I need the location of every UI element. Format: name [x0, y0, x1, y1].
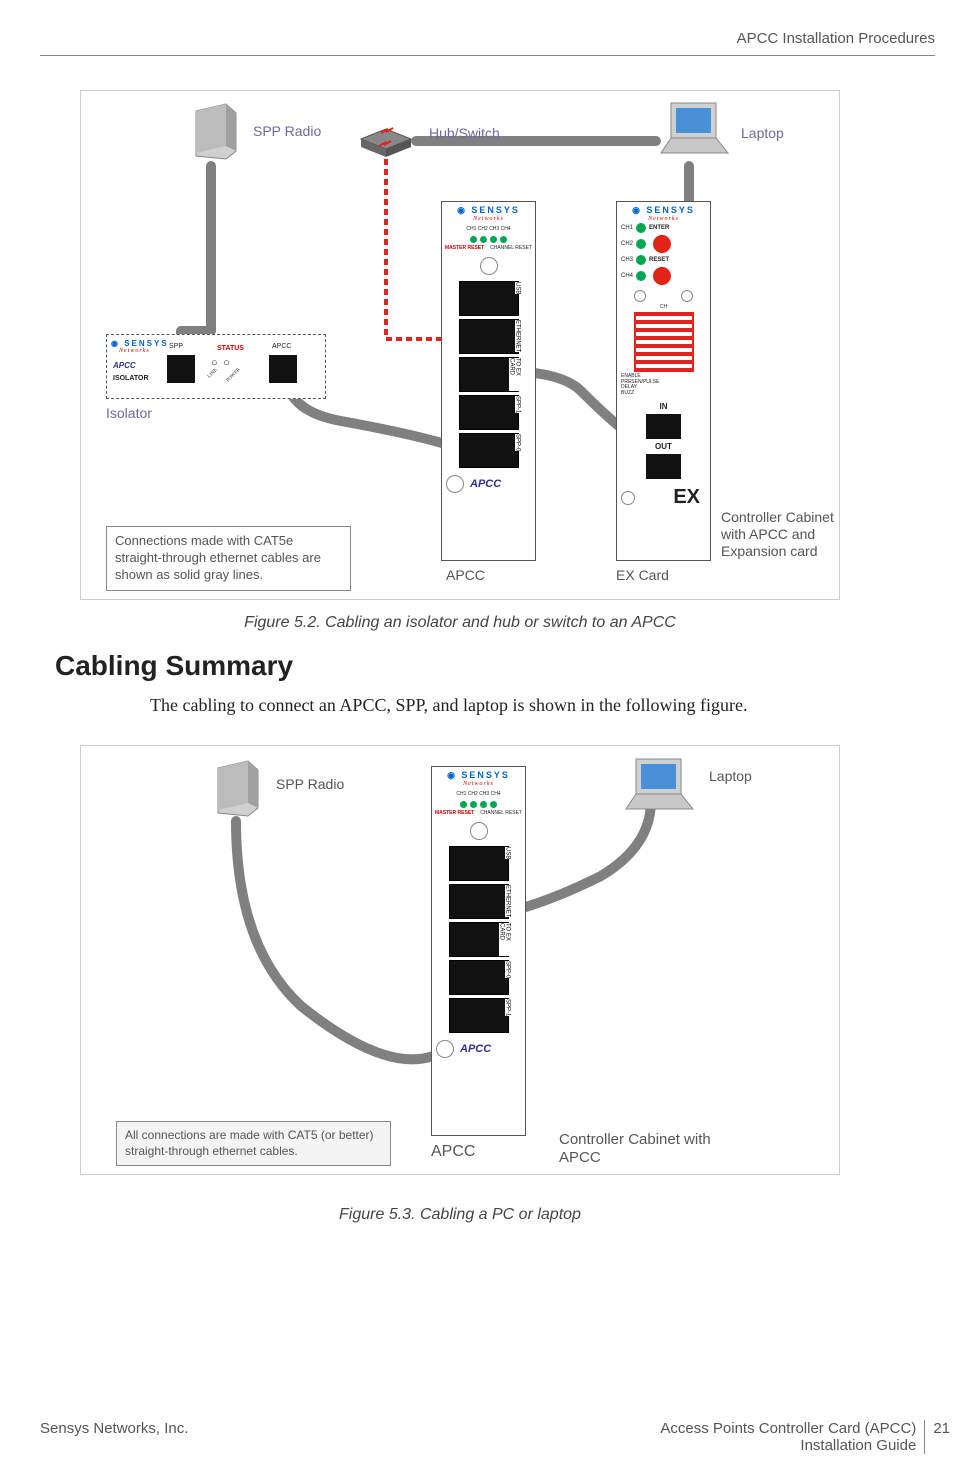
ex-out-label: OUT [617, 442, 710, 451]
apcc2-hole-bottom [436, 1040, 454, 1058]
apcc-hole-top [480, 257, 498, 275]
apcc2-leds [432, 801, 525, 808]
sensys-text: SENSYS [124, 339, 168, 348]
apcc-card: ◉ SENSYS Networks CH1 CH2 CH3 CH4 MASTER… [441, 201, 536, 561]
controller-label-fig1: Controller Cabinet with APCC and Expansi… [721, 509, 836, 559]
iso-status-label: STATUS [217, 345, 244, 352]
channel-reset-2: CHANNEL RESET [480, 810, 522, 816]
apcc2-hole-top [470, 822, 488, 840]
iso-spp-label: SPP [169, 343, 183, 350]
section-heading: Cabling Summary [55, 650, 293, 682]
laptop-label: Laptop [741, 125, 784, 141]
ex-text-block: ENABLE PRESEN/PULSE DELAY BUZZ [617, 374, 710, 396]
figure-5-2: SPP Radio Hub/Switch Laptop ◉ SENSYS Net… [80, 90, 840, 600]
iso-link-label: LINK [207, 368, 219, 380]
apcc-port-usb: USB [459, 281, 519, 316]
spp-label-fig2: SPP Radio [276, 776, 344, 792]
apcc2-card-label: APCC [460, 1043, 491, 1055]
ex-ch2-row: CH2 [617, 234, 710, 254]
iso-power-label: POWER [226, 368, 242, 384]
laptop-label-fig2: Laptop [709, 768, 752, 784]
footer-doc-title: Access Points Controller Card (APCC) Ins… [660, 1420, 925, 1454]
apcc-leds [442, 236, 535, 243]
apcc-port-ethernet: ETHERNET [459, 319, 519, 354]
channel-reset: CHANNEL RESET [490, 245, 532, 251]
controller-label-fig2: Controller Cabinet with APCC [559, 1131, 739, 1167]
apcc-card-fig2: ◉ SENSYS Networks CH1 CH2 CH3 CH4 MASTER… [431, 766, 526, 1136]
page-header: APCC Installation Procedures [737, 30, 935, 47]
apcc-below-label-fig2: APCC [431, 1143, 475, 1161]
ex-in-label: IN [617, 402, 710, 411]
footer-company: Sensys Networks, Inc. [40, 1420, 188, 1437]
iso-isolator-text: ISOLATOR [113, 375, 149, 382]
body-paragraph: The cabling to connect an APCC, SPP, and… [150, 695, 935, 716]
ex-card: ◉ SENSYS Networks CH1ENTER CH2 CH3RESET … [616, 201, 711, 561]
master-reset-2: MASTER RESET [435, 810, 474, 816]
ex-ch4-row: CH4 [617, 266, 710, 286]
apcc2-port-ethernet: ETHERNET [449, 884, 509, 919]
apcc-hole-bottom [446, 475, 464, 493]
iso-spp-port [167, 355, 195, 388]
spp-radio-icon-fig2 [208, 758, 263, 823]
apcc-port-excard: TO EX CARD [459, 357, 519, 392]
header-rule [40, 55, 935, 56]
hub-label: Hub/Switch [429, 125, 500, 141]
apcc2-port-usb: USB [449, 846, 509, 881]
iso-apcc-text: APCC [113, 361, 136, 370]
ex-dip-switches [634, 312, 694, 372]
spp-radio-icon [186, 101, 241, 166]
iso-apcc-port [269, 355, 297, 388]
ex-ch1-row: CH1ENTER [617, 222, 710, 234]
apcc-port-spp1: SPP-1 [459, 395, 519, 430]
ex-out-port [646, 454, 681, 479]
spp-label: SPP Radio [253, 123, 321, 139]
apcc2-ch-tiny: CH1 CH2 CH3 CH4 [432, 791, 525, 797]
apcc2-sensys: SENSYS [461, 770, 510, 780]
master-reset: MASTER RESET [445, 245, 484, 251]
ex-ch3-row: CH3RESET [617, 254, 710, 266]
footer-page-number: 21 [925, 1420, 950, 1437]
apcc2-port-spp0: SPP-0 [449, 960, 509, 995]
isolator-label: Isolator [106, 405, 152, 421]
figure-5-3-caption: Figure 5.3. Cabling a PC or laptop [80, 1206, 840, 1224]
apcc2-port-spp1: SPP-1 [449, 998, 509, 1033]
laptop-icon-fig2 [621, 754, 696, 819]
apcc2-networks: Networks [432, 781, 525, 787]
ex-big-label: EX [641, 486, 706, 509]
apcc-ch-tiny: CH1 CH2 CH3 CH4 [442, 226, 535, 232]
apcc2-port-excard: TO EX CARD [449, 922, 509, 957]
apcc-networks: Networks [442, 216, 535, 222]
isolator-device: ◉ SENSYS Networks APCC ISOLATOR SPP STAT… [106, 334, 326, 399]
apcc-sensys: SENSYS [471, 205, 520, 215]
laptop-icon [656, 98, 731, 163]
ex-ch-label: CH [617, 304, 710, 310]
note-box-fig2: All connections are made with CAT5 (or b… [116, 1121, 391, 1166]
apcc-card-label: APCC [470, 478, 501, 490]
ex-sensys: SENSYS [646, 205, 695, 215]
apcc-below-label: APCC [446, 567, 485, 583]
note-box-fig1: Connections made with CAT5e straight-thr… [106, 526, 351, 591]
ex-in-port [646, 414, 681, 439]
page-footer: Sensys Networks, Inc. 21 Access Points C… [40, 1420, 950, 1454]
hub-icon [356, 119, 416, 159]
iso-apcc-port-label: APCC [272, 343, 291, 350]
apcc-port-spp0: SPP-0 [459, 433, 519, 468]
figure-5-3: SPP Radio Laptop ◉ SENSYS Networks CH1 C… [80, 745, 840, 1175]
ex-below-label: EX Card [616, 567, 669, 583]
figure-5-2-caption: Figure 5.2. Cabling an isolator and hub … [80, 614, 840, 632]
